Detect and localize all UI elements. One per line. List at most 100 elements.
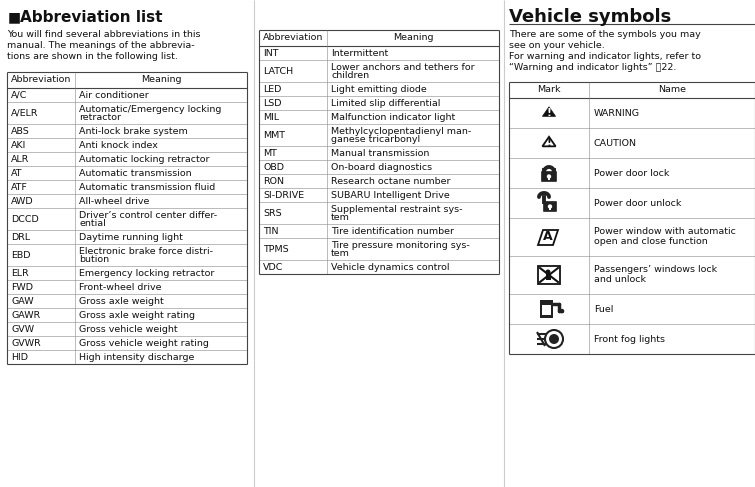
Text: Front-wheel drive: Front-wheel drive xyxy=(79,282,162,292)
Text: TPMS: TPMS xyxy=(263,244,288,254)
Text: !: ! xyxy=(547,137,551,148)
Text: VDC: VDC xyxy=(263,262,283,271)
Bar xyxy=(538,266,560,284)
Text: Meaning: Meaning xyxy=(140,75,181,85)
Circle shape xyxy=(548,205,552,209)
Text: open and close function: open and close function xyxy=(594,238,707,246)
Text: A: A xyxy=(543,230,553,244)
Text: Meaning: Meaning xyxy=(393,34,433,42)
Text: Methylcyclopentadienyl man-: Methylcyclopentadienyl man- xyxy=(331,127,471,135)
Bar xyxy=(548,176,550,180)
Text: MMT: MMT xyxy=(263,131,285,139)
Text: children: children xyxy=(331,72,369,80)
Text: Vehicle dynamics control: Vehicle dynamics control xyxy=(331,262,449,271)
Text: EBD: EBD xyxy=(11,250,30,260)
Text: Anti-lock brake system: Anti-lock brake system xyxy=(79,127,188,135)
Text: Tire pressure monitoring sys-: Tire pressure monitoring sys- xyxy=(331,241,470,249)
Text: ential: ential xyxy=(79,220,106,228)
Text: LATCH: LATCH xyxy=(263,67,293,75)
Text: Electronic brake force distri-: Electronic brake force distri- xyxy=(79,246,213,256)
Text: WARNING: WARNING xyxy=(594,109,640,117)
Circle shape xyxy=(546,269,550,275)
Text: ALR: ALR xyxy=(11,154,29,164)
Text: On-board diagnostics: On-board diagnostics xyxy=(331,163,432,171)
Bar xyxy=(540,300,553,318)
Text: ATF: ATF xyxy=(11,183,28,191)
Text: RON: RON xyxy=(263,176,284,186)
Text: Intermittent: Intermittent xyxy=(331,49,388,57)
Text: SUBARU Intelligent Drive: SUBARU Intelligent Drive xyxy=(331,190,450,200)
Text: Abbreviation: Abbreviation xyxy=(11,75,71,85)
Text: Gross vehicle weight rating: Gross vehicle weight rating xyxy=(79,338,209,348)
Text: You will find several abbreviations in this: You will find several abbreviations in t… xyxy=(7,30,201,39)
Text: OBD: OBD xyxy=(263,163,284,171)
Text: There are some of the symbols you may: There are some of the symbols you may xyxy=(509,30,701,39)
Text: LSD: LSD xyxy=(263,98,282,108)
Text: Abbreviation: Abbreviation xyxy=(263,34,323,42)
Text: Daytime running light: Daytime running light xyxy=(79,232,183,242)
Text: ganese tricarbonyl: ganese tricarbonyl xyxy=(331,135,420,145)
Text: SRS: SRS xyxy=(263,208,282,218)
Text: Emergency locking retractor: Emergency locking retractor xyxy=(79,268,214,278)
Text: Automatic/Emergency locking: Automatic/Emergency locking xyxy=(79,105,221,113)
Text: High intensity discharge: High intensity discharge xyxy=(79,353,194,361)
Text: A/ELR: A/ELR xyxy=(11,109,39,117)
Text: All-wheel drive: All-wheel drive xyxy=(79,196,149,206)
Text: Automatic transmission fluid: Automatic transmission fluid xyxy=(79,183,215,191)
Text: Gross axle weight: Gross axle weight xyxy=(79,297,164,305)
Text: Gross vehicle weight: Gross vehicle weight xyxy=(79,324,177,334)
Text: Tire identification number: Tire identification number xyxy=(331,226,454,236)
FancyBboxPatch shape xyxy=(541,171,556,182)
Text: Abbreviation list: Abbreviation list xyxy=(20,10,162,25)
Text: AWD: AWD xyxy=(11,196,34,206)
Bar xyxy=(542,305,551,315)
Text: Automatic transmission: Automatic transmission xyxy=(79,169,192,177)
Text: Power door lock: Power door lock xyxy=(594,169,670,177)
Text: ABS: ABS xyxy=(11,127,29,135)
Text: tem: tem xyxy=(331,213,350,223)
Text: Light emitting diode: Light emitting diode xyxy=(331,85,427,94)
Text: AKI: AKI xyxy=(11,141,26,150)
Text: LED: LED xyxy=(263,85,282,94)
Text: DCCD: DCCD xyxy=(11,214,39,224)
Text: ■: ■ xyxy=(8,10,21,24)
Text: MIL: MIL xyxy=(263,112,279,121)
Text: Anti knock index: Anti knock index xyxy=(79,141,158,150)
Circle shape xyxy=(549,334,559,344)
Text: Automatic locking retractor: Automatic locking retractor xyxy=(79,154,209,164)
Text: “Warning and indicator lights” ➗22.: “Warning and indicator lights” ➗22. xyxy=(509,63,676,72)
Text: GVW: GVW xyxy=(11,324,34,334)
Text: tem: tem xyxy=(331,249,350,259)
Text: INT: INT xyxy=(263,49,279,57)
FancyBboxPatch shape xyxy=(544,202,556,211)
Text: Research octane number: Research octane number xyxy=(331,176,451,186)
Text: Power window with automatic: Power window with automatic xyxy=(594,226,736,236)
Text: Front fog lights: Front fog lights xyxy=(594,335,665,343)
Bar xyxy=(546,273,550,280)
Polygon shape xyxy=(542,107,556,116)
Text: see on your vehicle.: see on your vehicle. xyxy=(509,41,605,50)
Text: Power door unlock: Power door unlock xyxy=(594,199,681,207)
Text: DRL: DRL xyxy=(11,232,30,242)
Text: retractor: retractor xyxy=(79,113,121,123)
Circle shape xyxy=(560,310,563,313)
Text: Gross axle weight rating: Gross axle weight rating xyxy=(79,311,195,319)
Circle shape xyxy=(545,330,563,348)
Text: MT: MT xyxy=(263,149,277,157)
Bar xyxy=(549,206,551,209)
Text: Manual transmission: Manual transmission xyxy=(331,149,430,157)
Text: FWD: FWD xyxy=(11,282,33,292)
Polygon shape xyxy=(542,137,556,146)
Text: TIN: TIN xyxy=(263,226,279,236)
Text: Malfunction indicator light: Malfunction indicator light xyxy=(331,112,455,121)
Text: HID: HID xyxy=(11,353,28,361)
Text: !: ! xyxy=(547,108,551,117)
Text: GVWR: GVWR xyxy=(11,338,41,348)
Text: Limited slip differential: Limited slip differential xyxy=(331,98,440,108)
Text: ELR: ELR xyxy=(11,268,29,278)
Text: SI-DRIVE: SI-DRIVE xyxy=(263,190,304,200)
Text: tions are shown in the following list.: tions are shown in the following list. xyxy=(7,52,178,61)
Text: bution: bution xyxy=(79,256,109,264)
Text: manual. The meanings of the abbrevia-: manual. The meanings of the abbrevia- xyxy=(7,41,195,50)
Text: Passengers’ windows lock: Passengers’ windows lock xyxy=(594,264,717,274)
